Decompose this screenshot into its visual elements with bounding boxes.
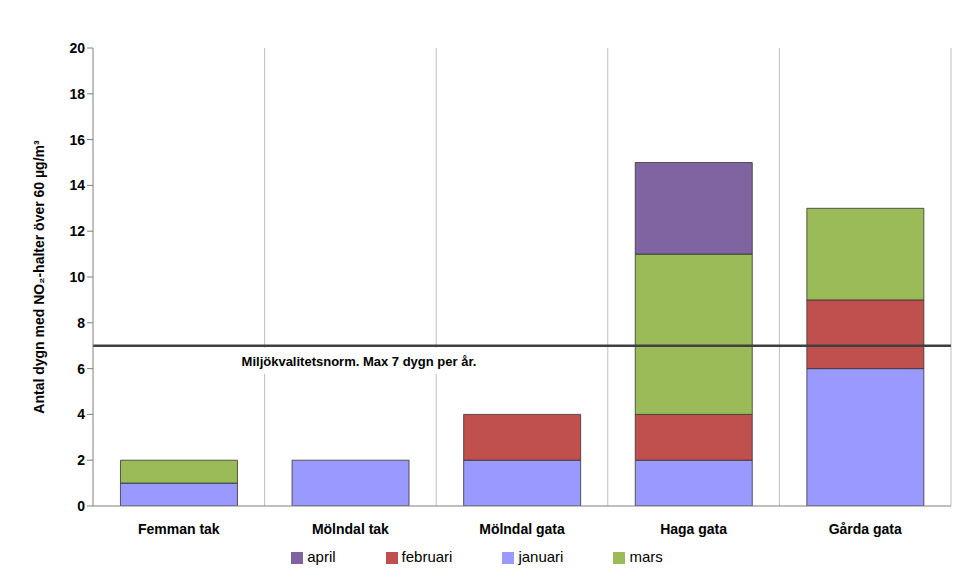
svg-text:20: 20	[69, 40, 85, 56]
svg-text:6: 6	[77, 361, 85, 377]
svg-text:Mölndal tak: Mölndal tak	[312, 521, 389, 537]
svg-text:2: 2	[77, 452, 85, 468]
svg-text:Gårda gata: Gårda gata	[829, 521, 902, 537]
svg-text:Antal dygn med NO₂-halter över: Antal dygn med NO₂-halter över 60 µg/m³	[31, 140, 47, 414]
svg-text:16: 16	[69, 132, 85, 148]
svg-text:Haga gata: Haga gata	[660, 521, 727, 537]
svg-text:18: 18	[69, 86, 85, 102]
svg-text:8: 8	[77, 315, 85, 331]
svg-text:4: 4	[77, 406, 85, 422]
svg-text:Miljökvalitetsnorm. Max 7 dygn: Miljökvalitetsnorm. Max 7 dygn per år.	[242, 354, 477, 369]
svg-text:0: 0	[77, 498, 85, 514]
svg-text:10: 10	[69, 269, 85, 285]
svg-text:12: 12	[69, 223, 85, 239]
html-text:februari: februari	[401, 548, 453, 565]
html-text:januari: januari	[518, 548, 564, 565]
svg-text:Femman tak: Femman tak	[138, 521, 220, 537]
html-text:april: april	[307, 548, 336, 565]
svg-text:14: 14	[69, 177, 85, 193]
svg-text:Mölndal gata: Mölndal gata	[479, 521, 565, 537]
html-text:mars: mars	[629, 548, 663, 565]
